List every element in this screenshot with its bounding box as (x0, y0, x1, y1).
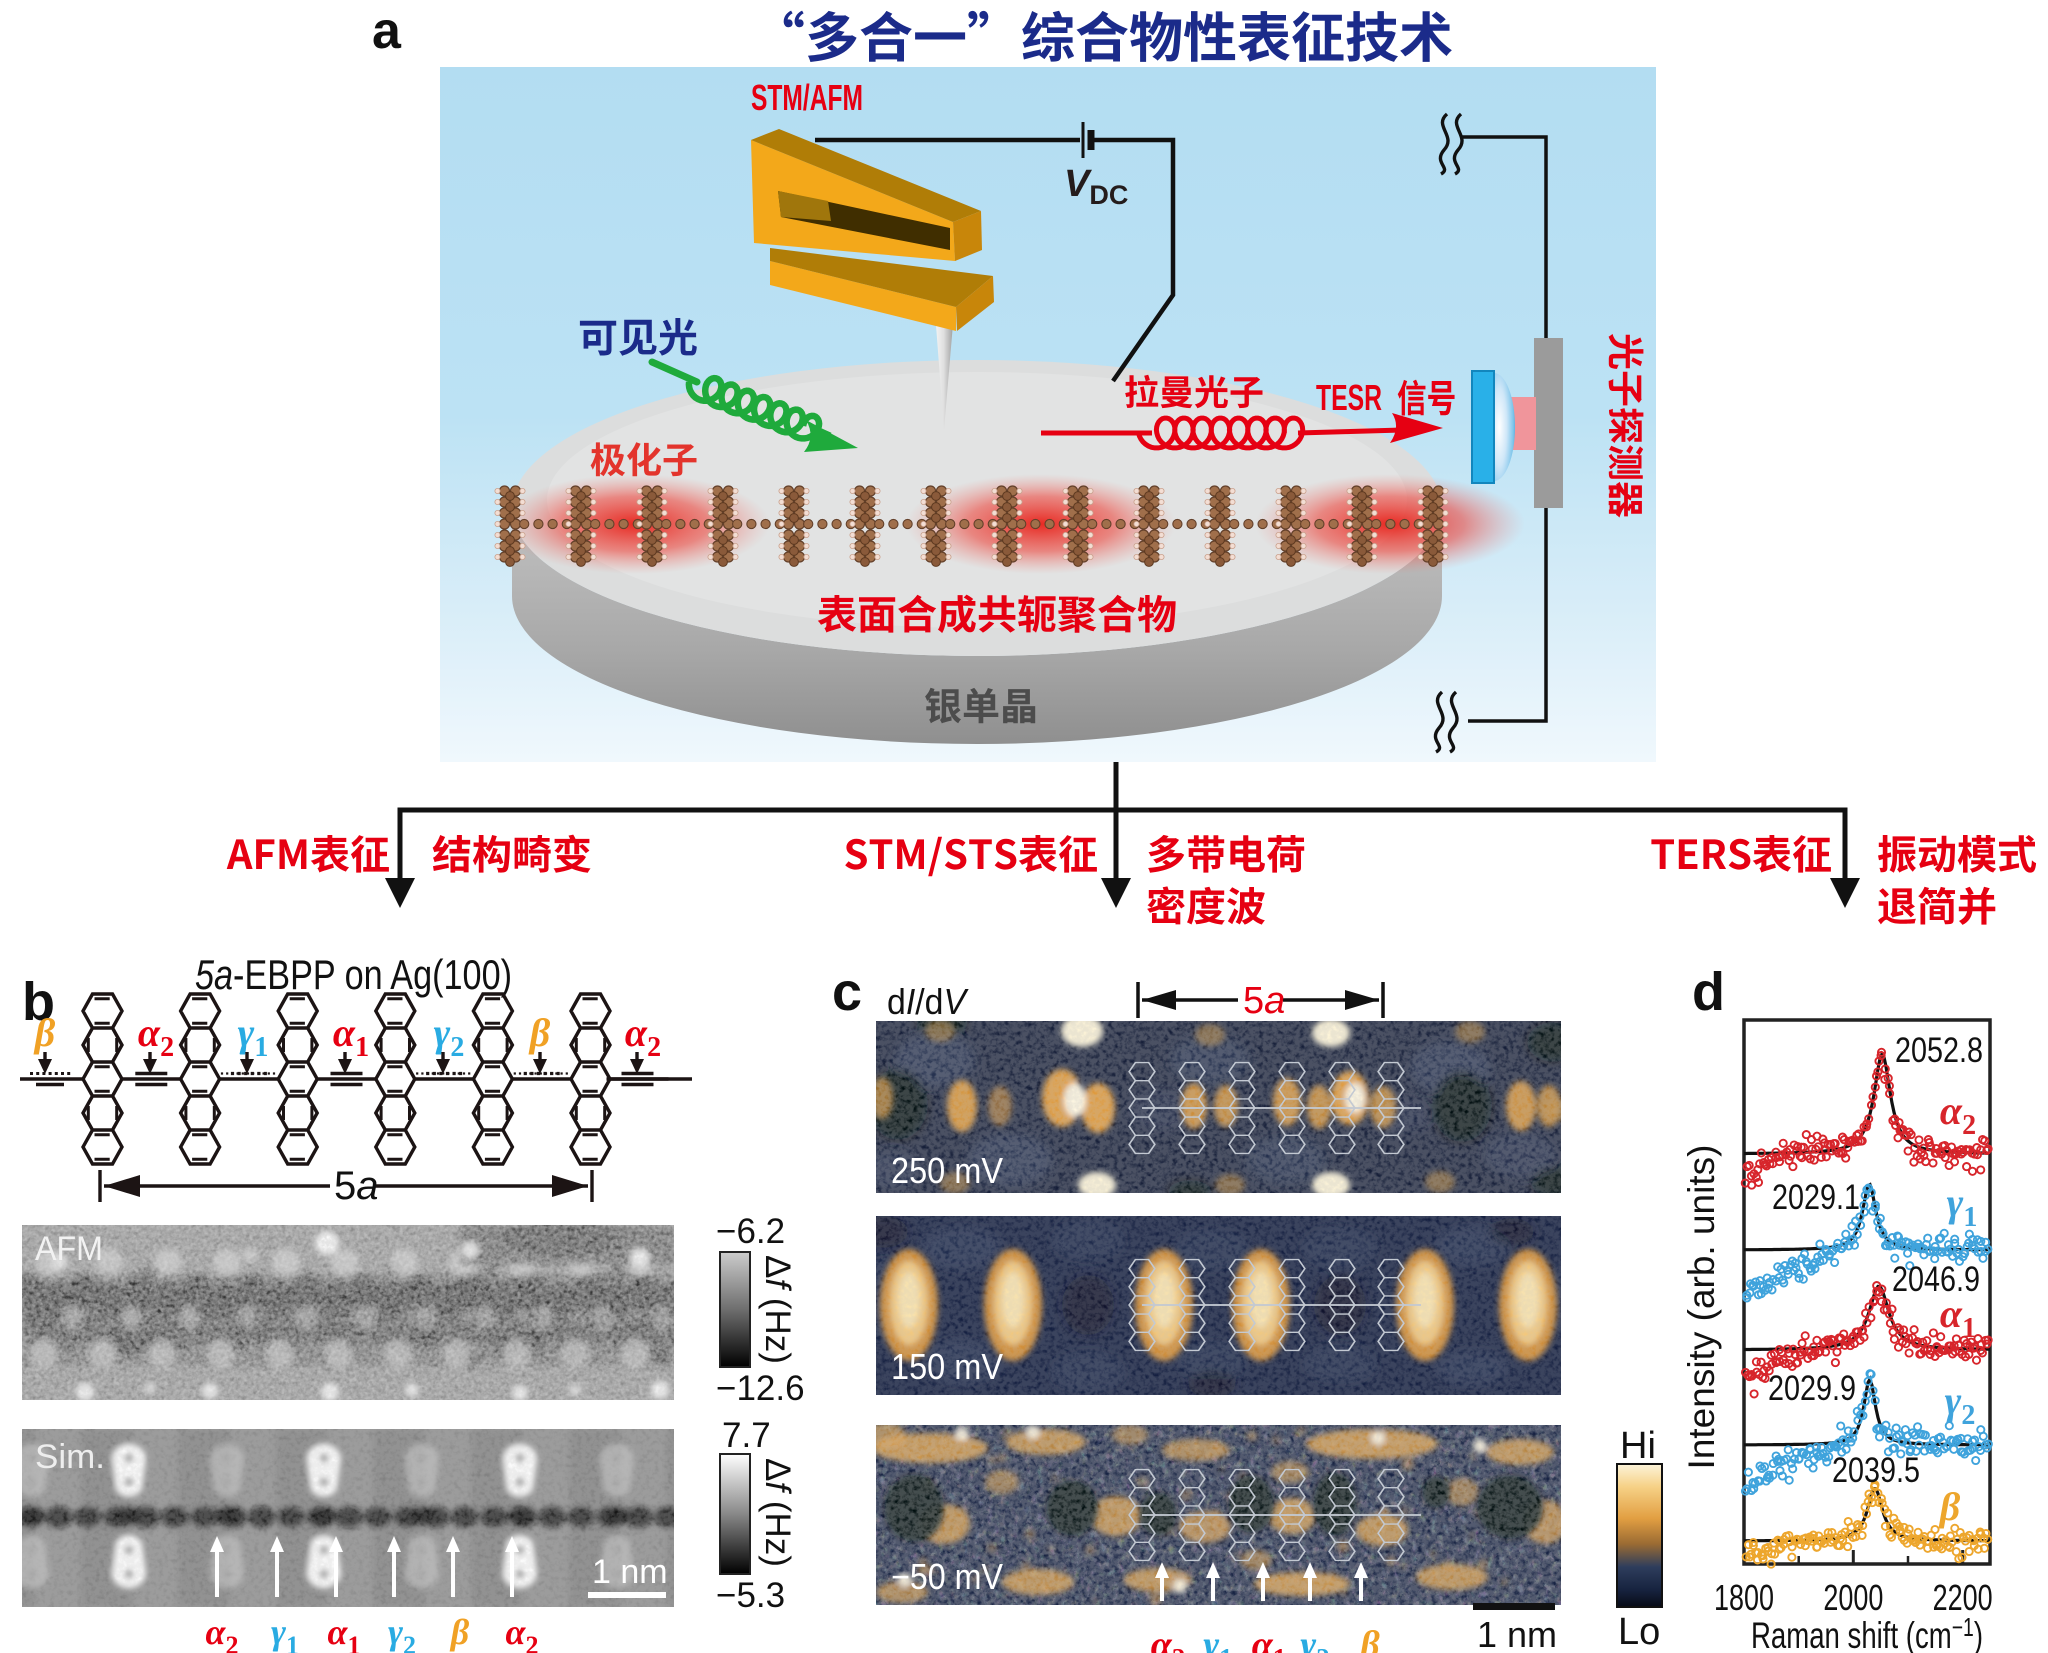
svg-text:−5.3: −5.3 (716, 1576, 785, 1615)
svg-text:Sim.: Sim. (35, 1438, 105, 1476)
svg-text:5a: 5a (1243, 980, 1285, 1022)
svg-text:1800: 1800 (1714, 1577, 1774, 1618)
svg-text:Raman shift (cm−1): Raman shift (cm−1) (1751, 1612, 1983, 1653)
svg-text:β: β (33, 1010, 56, 1055)
svg-text:Lo: Lo (1618, 1611, 1660, 1653)
svg-text:−12.6: −12.6 (716, 1369, 805, 1408)
svg-text:1 nm: 1 nm (592, 1553, 668, 1591)
svg-text:2029.9: 2029.9 (1768, 1369, 1856, 1408)
svg-text:250 mV: 250 mV (891, 1150, 1003, 1191)
svg-text:Intensity (arb. units): Intensity (arb. units) (1681, 1145, 1722, 1470)
svg-text:5a: 5a (334, 1164, 379, 1208)
svg-text:2039.5: 2039.5 (1832, 1451, 1920, 1490)
svg-text:2000: 2000 (1823, 1577, 1883, 1618)
svg-text:β: β (528, 1010, 551, 1055)
svg-text:−6.2: −6.2 (716, 1212, 785, 1251)
svg-text:β: β (1358, 1624, 1380, 1653)
svg-text:β: β (1938, 1484, 1961, 1529)
svg-text:β: β (449, 1612, 470, 1652)
svg-text:2029.1: 2029.1 (1772, 1178, 1860, 1217)
svg-text:d: d (1692, 962, 1725, 1022)
svg-text:2046.9: 2046.9 (1892, 1260, 1980, 1299)
svg-text:1 nm: 1 nm (1477, 1614, 1557, 1653)
svg-text:α1: α1 (1940, 1291, 1976, 1344)
svg-text:150 mV: 150 mV (891, 1346, 1003, 1387)
svg-text:STM/AFM: STM/AFM (751, 77, 863, 118)
svg-text:2052.8: 2052.8 (1895, 1031, 1983, 1070)
svg-text:5a-EBPP on Ag(100): 5a-EBPP on Ag(100) (195, 951, 512, 998)
svg-text:Δf (Hz): Δf (Hz) (758, 1458, 797, 1567)
svg-text:2200: 2200 (1933, 1577, 1993, 1618)
svg-text:c: c (832, 962, 862, 1022)
svg-text:AFM: AFM (35, 1230, 103, 1268)
svg-text:Hi: Hi (1620, 1425, 1656, 1467)
svg-text:α2: α2 (625, 1010, 661, 1063)
svg-text:VDC: VDC (1064, 163, 1128, 210)
svg-text:dI/dV: dI/dV (887, 981, 969, 1022)
svg-text:−50 mV: −50 mV (891, 1556, 1003, 1597)
svg-text:7.7: 7.7 (722, 1416, 771, 1455)
svg-text:TESR: TESR (1316, 377, 1382, 418)
svg-text:b: b (22, 972, 55, 1032)
svg-text:a: a (372, 2, 402, 60)
svg-text:Δf (Hz): Δf (Hz) (758, 1255, 797, 1364)
